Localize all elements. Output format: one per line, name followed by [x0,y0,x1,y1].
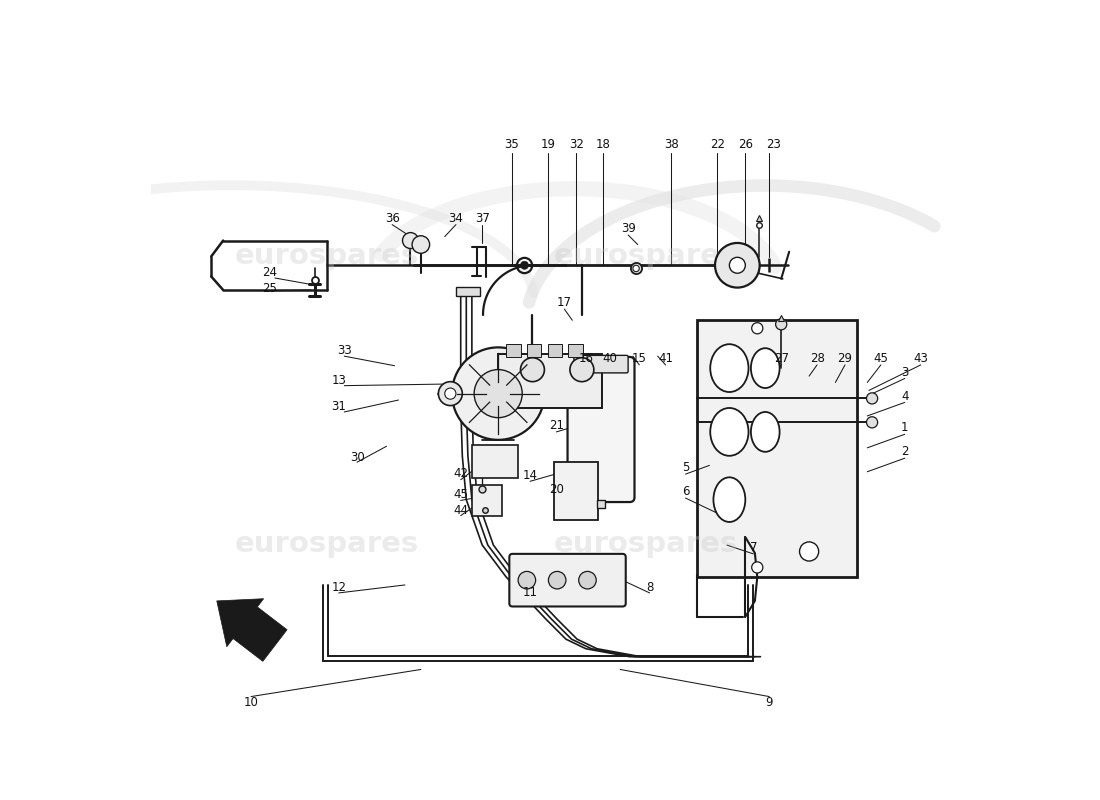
Text: 8: 8 [646,581,653,594]
Text: eurospares: eurospares [553,530,738,558]
Bar [506,344,520,357]
Ellipse shape [714,478,746,522]
Ellipse shape [751,412,780,452]
Circle shape [729,258,746,274]
Text: 39: 39 [620,222,636,235]
Polygon shape [217,598,287,662]
Text: 18: 18 [596,138,611,151]
Text: 35: 35 [505,138,519,151]
Circle shape [549,571,565,589]
Text: 16: 16 [579,352,593,365]
Text: 43: 43 [913,352,928,365]
Text: 33: 33 [337,344,352,357]
Text: eurospares: eurospares [553,242,738,270]
Text: 45: 45 [453,487,469,501]
Text: 23: 23 [766,138,781,151]
Bar [548,344,562,357]
Text: 38: 38 [663,138,679,151]
Text: 40: 40 [603,352,617,365]
Text: 7: 7 [749,541,757,554]
Text: 37: 37 [475,212,490,225]
Text: 10: 10 [243,697,258,710]
Text: 41: 41 [658,352,673,365]
Text: 2: 2 [901,446,909,458]
Bar [455,286,480,296]
Text: 12: 12 [331,581,346,594]
Circle shape [570,358,594,382]
Text: 6: 6 [682,485,690,498]
Text: 19: 19 [541,138,556,151]
FancyBboxPatch shape [509,554,626,606]
Text: 27: 27 [773,352,789,365]
Text: 44: 44 [453,503,469,517]
Text: 30: 30 [350,451,364,464]
Text: 26: 26 [738,138,752,151]
Circle shape [520,262,528,270]
Ellipse shape [711,344,748,392]
Text: 25: 25 [262,282,277,295]
Circle shape [444,388,455,399]
Text: 17: 17 [557,296,572,310]
Text: 28: 28 [810,352,825,365]
Text: eurospares: eurospares [234,530,419,558]
FancyBboxPatch shape [568,357,635,502]
Circle shape [452,347,544,440]
Text: 32: 32 [569,138,584,151]
Text: 45: 45 [873,352,889,365]
Circle shape [579,571,596,589]
Circle shape [518,571,536,589]
Text: 3: 3 [901,366,909,378]
Circle shape [412,236,430,254]
Bar [697,320,857,577]
Circle shape [751,562,763,573]
Text: 4: 4 [901,390,909,402]
Circle shape [439,382,462,406]
Text: 36: 36 [385,212,399,225]
Text: 9: 9 [766,697,773,710]
Bar [472,486,503,515]
Circle shape [520,358,544,382]
Ellipse shape [751,348,780,388]
Text: 1: 1 [901,422,909,434]
Text: 31: 31 [331,400,346,413]
Text: 13: 13 [331,374,346,386]
Circle shape [867,417,878,428]
FancyBboxPatch shape [574,355,628,373]
Text: 21: 21 [549,419,564,432]
Text: 34: 34 [449,212,463,225]
Bar [554,462,597,519]
Bar [472,445,518,478]
Text: 22: 22 [710,138,725,151]
Circle shape [776,318,786,330]
Bar [498,354,602,408]
Text: 42: 42 [453,467,469,480]
Text: 20: 20 [549,482,564,496]
Text: 5: 5 [682,462,690,474]
Circle shape [474,370,522,418]
Text: 14: 14 [522,470,538,482]
Circle shape [403,233,418,249]
Text: 29: 29 [837,352,852,365]
Text: 11: 11 [522,586,538,599]
Circle shape [751,322,763,334]
Text: eurospares: eurospares [234,242,419,270]
Text: 15: 15 [631,352,647,365]
Circle shape [867,393,878,404]
Circle shape [632,266,639,272]
Ellipse shape [711,408,748,456]
Bar [527,344,541,357]
Text: 24: 24 [262,266,277,279]
Bar [569,344,583,357]
Circle shape [800,542,818,561]
Circle shape [715,243,760,287]
